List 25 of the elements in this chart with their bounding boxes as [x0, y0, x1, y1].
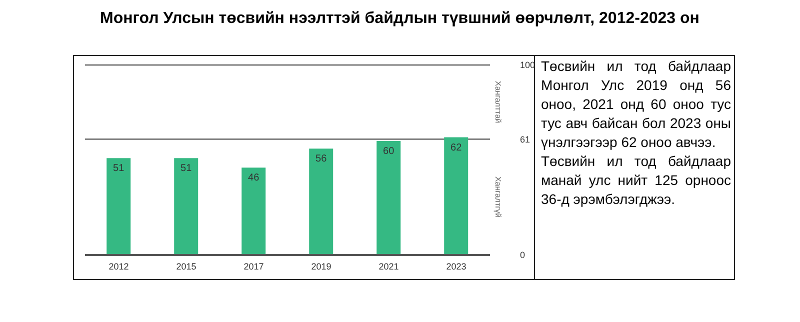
y-tick-label: 61 [520, 134, 530, 144]
x-tick-label: 2023 [446, 261, 466, 272]
text: Төсвийн ил тод байдлаар Монгол Улс 2019 онд 56 оноо, 2021 онд 60 оноо тус тус авч байсан бол 2023 оны үнэлгээгээр 62 оноо авчээ. [541, 57, 731, 152]
text: Хангалттай [494, 80, 502, 124]
data-label: 60 [383, 146, 395, 158]
data-label: 62 [450, 142, 462, 154]
chart-title: Монгол Улсын төсвийн нээлттэй байдлын түвшний өөрчлөлт, 2012-2023 он [100, 10, 700, 28]
x-tick-label: 2021 [378, 261, 399, 272]
y-tick-label: 0 [520, 250, 526, 260]
text: Төсвийн ил тод байдлаар манай улс нийт 125 орноос 36-д эрэмбэлэгджээ. [541, 152, 731, 209]
data-label: 56 [316, 154, 328, 165]
bar [309, 148, 334, 255]
bar [242, 168, 266, 255]
x-tick-label: 2017 [244, 261, 264, 272]
bar [174, 158, 198, 255]
data-label: 46 [248, 172, 260, 184]
x-tick-label: 2012 [108, 261, 129, 272]
data-label: 51 [113, 163, 125, 174]
x-tick-label: 2015 [176, 261, 196, 272]
bar [376, 141, 401, 255]
x-tick-label: 2019 [311, 261, 332, 272]
bar [106, 158, 131, 255]
text: Хангалтгүй [494, 176, 502, 218]
bar [444, 137, 468, 255]
data-label: 51 [180, 163, 192, 174]
